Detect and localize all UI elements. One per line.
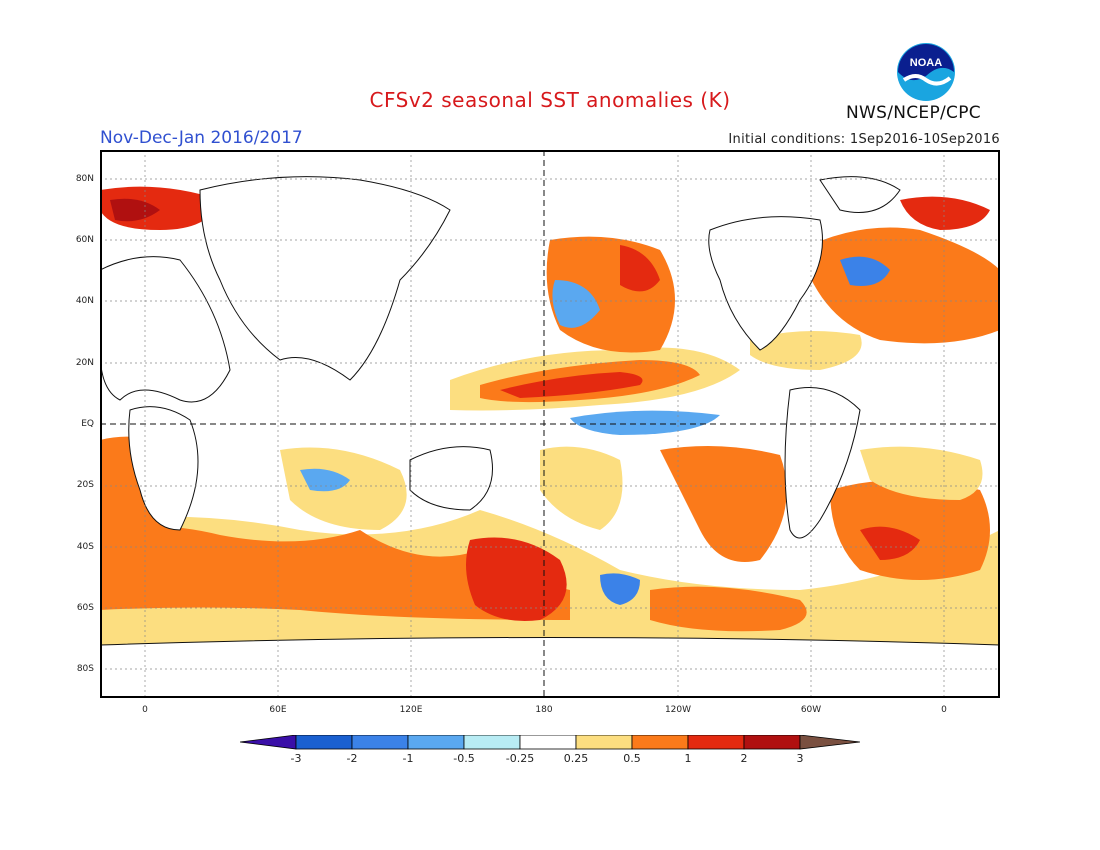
- legend-tick-label: 3: [797, 752, 804, 765]
- graticule: [100, 150, 1000, 698]
- lat-label-40s: 40S: [76, 542, 94, 552]
- lat-label-60n: 60N: [75, 235, 94, 245]
- legend-swatch: [743, 735, 801, 750]
- lat-label-60s: 60S: [76, 603, 94, 613]
- lat-label-80s: 80S: [76, 664, 94, 674]
- lon-label-180: 180: [535, 705, 553, 715]
- lat-label-eq: EQ: [81, 419, 94, 429]
- lat-label-20s: 20S: [76, 480, 94, 490]
- legend-swatch: [295, 735, 353, 750]
- legend-tick-label: 0.5: [623, 752, 641, 765]
- legend-tick-label: -2: [347, 752, 358, 765]
- legend-tick-label: 0.25: [564, 752, 589, 765]
- legend-tick-label: -0.5: [453, 752, 474, 765]
- map-border: [100, 150, 1000, 698]
- chart-title: CFSv2 seasonal SST anomalies (K): [369, 88, 731, 112]
- legend-swatch: [687, 735, 745, 750]
- lon-label-120w: 120W: [664, 705, 692, 715]
- lon-label-60e: 60E: [269, 705, 287, 715]
- noaa-logo-text: NOAA: [910, 57, 942, 69]
- legend-tick-label: 2: [741, 752, 748, 765]
- legend-swatch: [631, 735, 689, 750]
- legend-swatch: [351, 735, 409, 750]
- legend-swatch-min: [240, 735, 297, 750]
- legend-tick-label: -1: [403, 752, 414, 765]
- lon-label-60w: 60W: [800, 705, 822, 715]
- lat-label-20n: 20N: [75, 358, 94, 368]
- agency-label: NWS/NCEP/CPC: [846, 103, 981, 123]
- legend-tick-label: -0.25: [506, 752, 534, 765]
- legend-tick-label: -3: [291, 752, 302, 765]
- lat-label-80n: 80N: [75, 174, 94, 184]
- lat-label-40n: 40N: [75, 296, 94, 306]
- color-legend: -3 -2 -1 -0.5 -0.25 0.25 0.5 1 2 3: [240, 735, 860, 765]
- legend-swatch: [407, 735, 465, 750]
- lon-label-0-west: 0: [142, 705, 148, 715]
- season-label: Nov-Dec-Jan 2016/2017: [100, 128, 303, 148]
- lon-label-120e: 120E: [399, 705, 423, 715]
- legend-swatch: [575, 735, 633, 750]
- legend-swatch: [519, 735, 577, 750]
- noaa-logo: NOAA: [897, 43, 955, 101]
- initial-conditions: Initial conditions: 1Sep2016-10Sep2016: [728, 132, 1000, 147]
- lon-label-0-east: 0: [941, 705, 947, 715]
- sst-anomaly-map: [100, 150, 1000, 698]
- legend-swatch: [463, 735, 521, 750]
- reference-lines: [100, 150, 1000, 698]
- legend-tick-label: 1: [685, 752, 692, 765]
- legend-swatch-max: [799, 735, 860, 750]
